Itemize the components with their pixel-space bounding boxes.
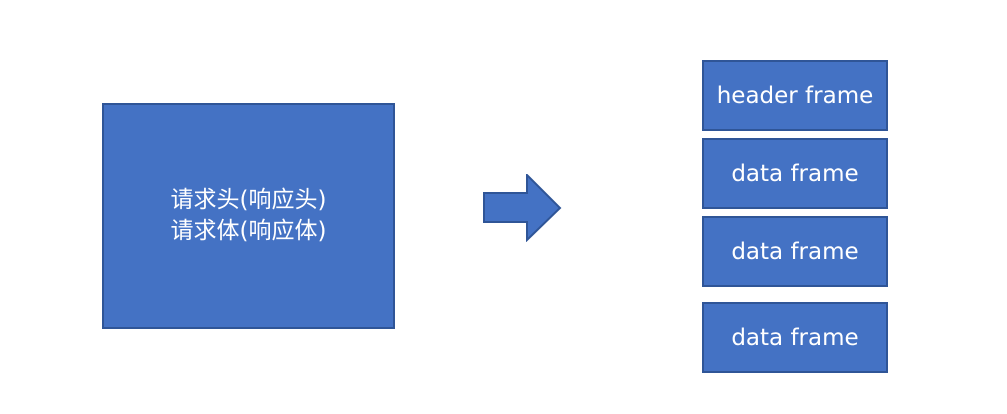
data-frame-label: data frame (731, 324, 859, 351)
request-header-label: 请求头(响应头) (170, 187, 327, 213)
data-frame-box-2: data frame (702, 216, 888, 287)
header-frame-label: header frame (716, 82, 874, 109)
data-frame-label: data frame (731, 238, 859, 265)
http-message-box: 请求头(响应头) 请求体(响应体) (102, 103, 395, 329)
data-frame-box-1: data frame (702, 138, 888, 209)
right-arrow-icon (483, 174, 562, 242)
data-frame-box-3: data frame (702, 302, 888, 373)
request-body-label: 请求体(响应体) (170, 218, 327, 244)
header-frame-box: header frame (702, 60, 888, 131)
data-frame-label: data frame (731, 160, 859, 187)
